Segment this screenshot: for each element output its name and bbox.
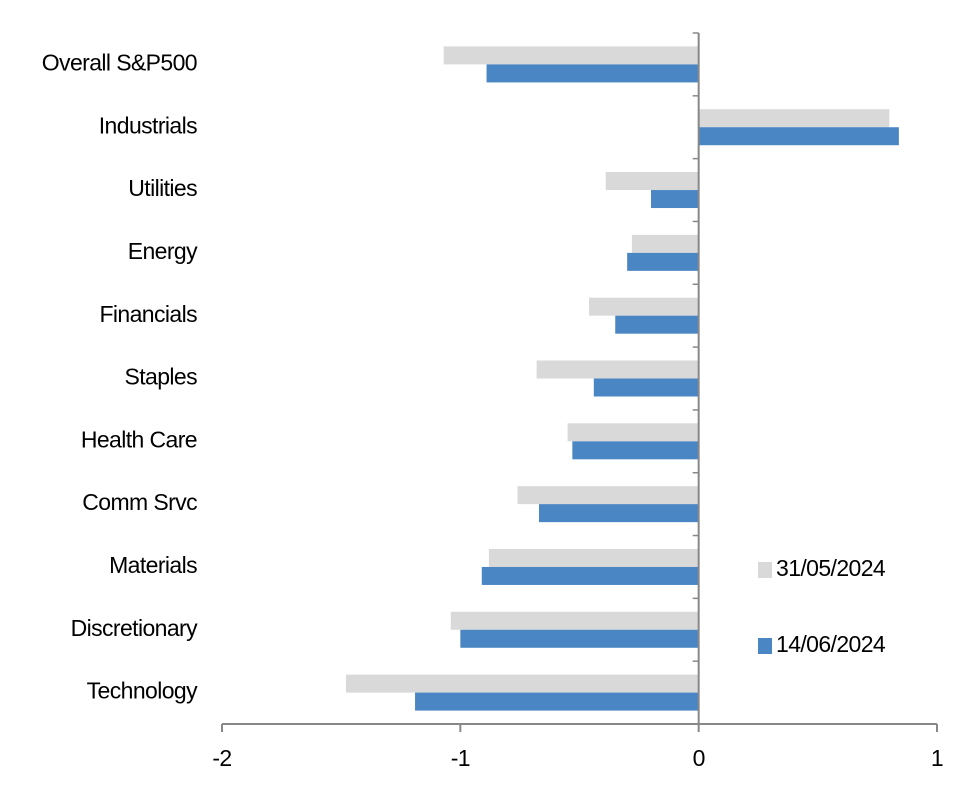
y-tick-label: Health Care (81, 426, 197, 452)
bar (627, 252, 699, 271)
y-tick-label: Technology (87, 678, 198, 704)
y-tick-label: Utilities (128, 175, 197, 201)
bar (651, 190, 699, 209)
bar (345, 674, 699, 693)
bar (615, 315, 699, 334)
y-tick-label: Overall S&P500 (42, 49, 197, 75)
legend-swatch (758, 562, 772, 578)
x-tick-label: 1 (931, 745, 943, 771)
y-tick-label: Materials (109, 552, 197, 578)
bar (698, 127, 899, 146)
y-tick-label: Financials (99, 301, 197, 327)
bar (698, 109, 890, 128)
legend-swatch (758, 638, 772, 654)
y-tick-label: Industrials (99, 112, 197, 138)
bar (589, 297, 699, 316)
bar (481, 566, 699, 585)
bar (415, 692, 699, 711)
bar (538, 504, 699, 523)
bar (517, 486, 699, 505)
x-tick-label: -1 (451, 745, 470, 771)
x-tick-label: -2 (212, 745, 231, 771)
y-tick-label: Discretionary (71, 615, 199, 641)
bar (488, 548, 699, 567)
bar (567, 423, 699, 442)
bar (450, 611, 699, 630)
bar (536, 360, 699, 379)
bar (593, 378, 699, 397)
y-tick-label: Comm Srvc (82, 489, 197, 515)
bar (486, 64, 699, 83)
bar (631, 234, 699, 253)
bar (572, 441, 699, 460)
bar (460, 629, 699, 648)
y-tick-label: Staples (124, 364, 197, 390)
bar (443, 46, 699, 65)
legend-label: 14/06/2024 (776, 631, 886, 657)
x-tick-label: 0 (693, 745, 705, 771)
bar (605, 172, 699, 191)
legend-label: 31/05/2024 (776, 555, 886, 581)
y-tick-label: Energy (128, 238, 198, 264)
